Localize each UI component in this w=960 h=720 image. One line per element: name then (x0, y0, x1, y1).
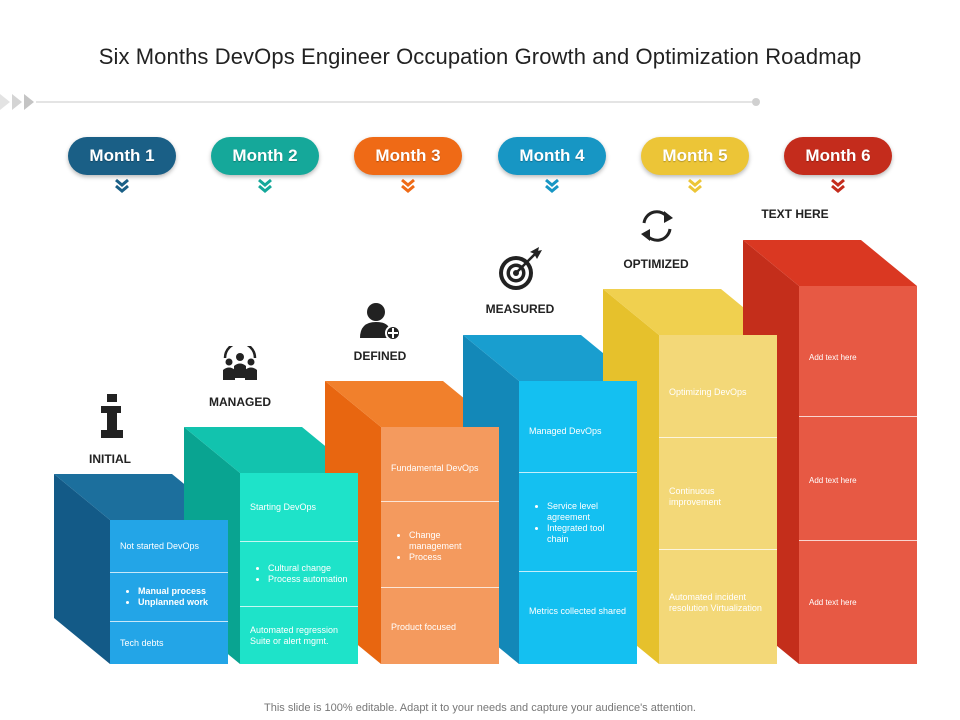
step-block-1: Not started DevOps Manual processUnplann… (110, 520, 228, 664)
step-block-4: Managed DevOps Service level agreementIn… (519, 381, 637, 664)
refresh-icon (641, 210, 673, 242)
stage-label-initial: INITIAL (89, 452, 131, 466)
month-1-pill: Month 1 (68, 137, 176, 175)
block-5-middle: Continuous improvement (669, 486, 722, 507)
chevron-down-icon (688, 178, 702, 193)
divider (110, 621, 228, 622)
chevron-down-icon (258, 178, 272, 193)
footer-note: This slide is 100% editable. Adapt it to… (264, 702, 696, 714)
bullet-item: Integrated tool chain (547, 523, 627, 545)
block-3-footer: Product focused (391, 622, 457, 632)
timeline-end-dot (752, 98, 760, 106)
info-icon (101, 394, 123, 438)
divider (110, 572, 228, 573)
stage-label-text-here: TEXT HERE (761, 207, 829, 221)
chevron-down-icon (545, 178, 559, 193)
team-icon (223, 346, 257, 380)
block-4-footer: Metrics collected shared (529, 606, 627, 616)
block-2-bullets: Cultural changeProcess automation (240, 542, 358, 606)
bullet-item: Manual process (138, 586, 208, 597)
user-add-icon (360, 303, 401, 341)
target-icon (499, 247, 542, 290)
month-2-pill: Month 2 (211, 137, 319, 175)
block-2-heading: Starting DevOps (250, 501, 317, 512)
bullet-item: Service level agreement (547, 501, 627, 523)
block-2-footer: Automated regression Suite or alert mgmt… (250, 624, 339, 646)
block-4-bullets: Service level agreementIntegrated tool c… (519, 473, 637, 571)
bullet-item: Unplanned work (138, 597, 208, 608)
stage-label-optimized: OPTIMIZED (623, 257, 689, 271)
bullet-item: Process (409, 552, 489, 563)
chevron-down-icon (831, 178, 845, 193)
divider (659, 549, 777, 550)
timeline-arrow-3 (24, 94, 34, 110)
chevron-down-icon (401, 178, 415, 193)
block-4-heading: Managed DevOps (529, 426, 602, 436)
month-4-pill: Month 4 (498, 137, 606, 175)
month-3-pill: Month 3 (354, 137, 462, 175)
stage-label-defined: DEFINED (353, 349, 407, 363)
block-5-heading: Optimizing DevOps (669, 387, 747, 397)
month-6-pill: Month 6 (784, 137, 892, 175)
block-5-footer: Automated incident resolution Virtualiza… (669, 592, 762, 613)
divider (799, 416, 917, 417)
chevron-down-icon (115, 178, 129, 193)
step-block-3: Fundamental DevOps Change managementProc… (381, 427, 499, 664)
divider (659, 437, 777, 438)
block-1-heading: Not started DevOps (120, 540, 200, 551)
block-1-bullets: Manual processUnplanned work (110, 573, 228, 621)
block-3-heading: Fundamental DevOps (391, 463, 479, 473)
block-6-footer: Add text here (809, 598, 857, 607)
page-title: Six Months DevOps Engineer Occupation Gr… (98, 44, 862, 69)
timeline-line (0, 94, 760, 110)
step-block-2: Starting DevOps Cultural changeProcess a… (240, 473, 358, 664)
divider (240, 541, 358, 542)
divider (519, 472, 637, 473)
step-block-6: Add text here Add text here Add text her… (799, 286, 917, 664)
timeline-arrow-2 (12, 94, 22, 110)
bullet-item: Process automation (268, 574, 348, 585)
block-3-bullets: Change managementProcess (381, 502, 499, 587)
block-1-footer: Tech debts (120, 637, 164, 648)
bullet-item: Cultural change (268, 563, 348, 574)
divider (381, 587, 499, 588)
divider (799, 540, 917, 541)
month-5-pill: Month 5 (641, 137, 749, 175)
stage-label-managed: MANAGED (209, 395, 271, 409)
divider (519, 571, 637, 572)
divider (240, 606, 358, 607)
timeline-arrow-1 (0, 94, 10, 110)
stage-label-measured: MEASURED (485, 302, 555, 316)
bullet-item: Change management (409, 530, 489, 552)
step-block-5: Optimizing DevOps Continuous improvement… (659, 335, 777, 664)
block-6-heading: Add text here (809, 353, 857, 362)
block-6-middle: Add text here (809, 476, 857, 485)
divider (381, 501, 499, 502)
